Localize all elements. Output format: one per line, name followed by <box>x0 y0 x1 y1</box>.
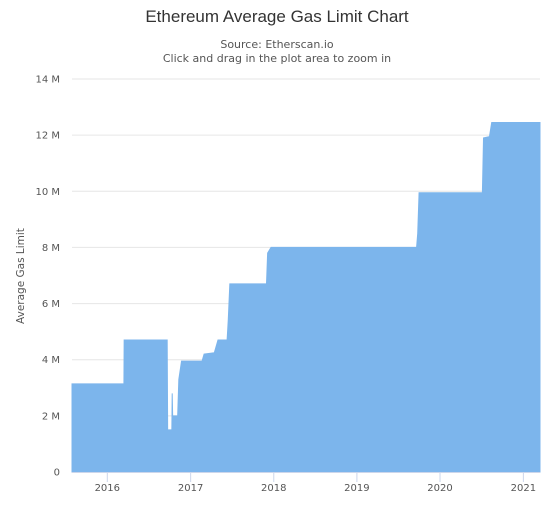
x-axis-ticks: 2016 2017 2018 2019 2020 2021 <box>95 483 537 494</box>
x-tick-label: 2016 <box>95 483 120 494</box>
x-tick-label: 2017 <box>178 483 203 494</box>
series-area[interactable] <box>71 122 541 473</box>
plot-area[interactable] <box>71 122 541 473</box>
y-tick-label: 10 M <box>35 187 60 198</box>
chart-subtitle-hint: Click and drag in the plot area to zoom … <box>163 52 391 65</box>
y-tick-label: 6 M <box>42 299 60 310</box>
axes <box>72 472 540 482</box>
chart-title: Ethereum Average Gas Limit Chart <box>145 7 409 26</box>
y-axis-title: Average Gas Limit <box>15 228 27 324</box>
x-tick-label: 2018 <box>261 483 286 494</box>
y-tick-label: 8 M <box>42 243 60 254</box>
x-tick-label: 2019 <box>344 483 369 494</box>
y-tick-label: 4 M <box>42 355 60 366</box>
y-tick-label: 12 M <box>35 131 60 142</box>
y-tick-label: 2 M <box>42 411 60 422</box>
x-tick-label: 2021 <box>511 483 536 494</box>
y-tick-label: 14 M <box>35 75 60 86</box>
y-axis-ticks: 0 2 M 4 M 6 M 8 M 10 M 12 M 14 M <box>35 75 60 479</box>
y-tick-label: 0 <box>54 468 60 479</box>
chart-subtitle-source: Source: Etherscan.io <box>220 38 334 51</box>
x-tick-label: 2020 <box>427 483 452 494</box>
